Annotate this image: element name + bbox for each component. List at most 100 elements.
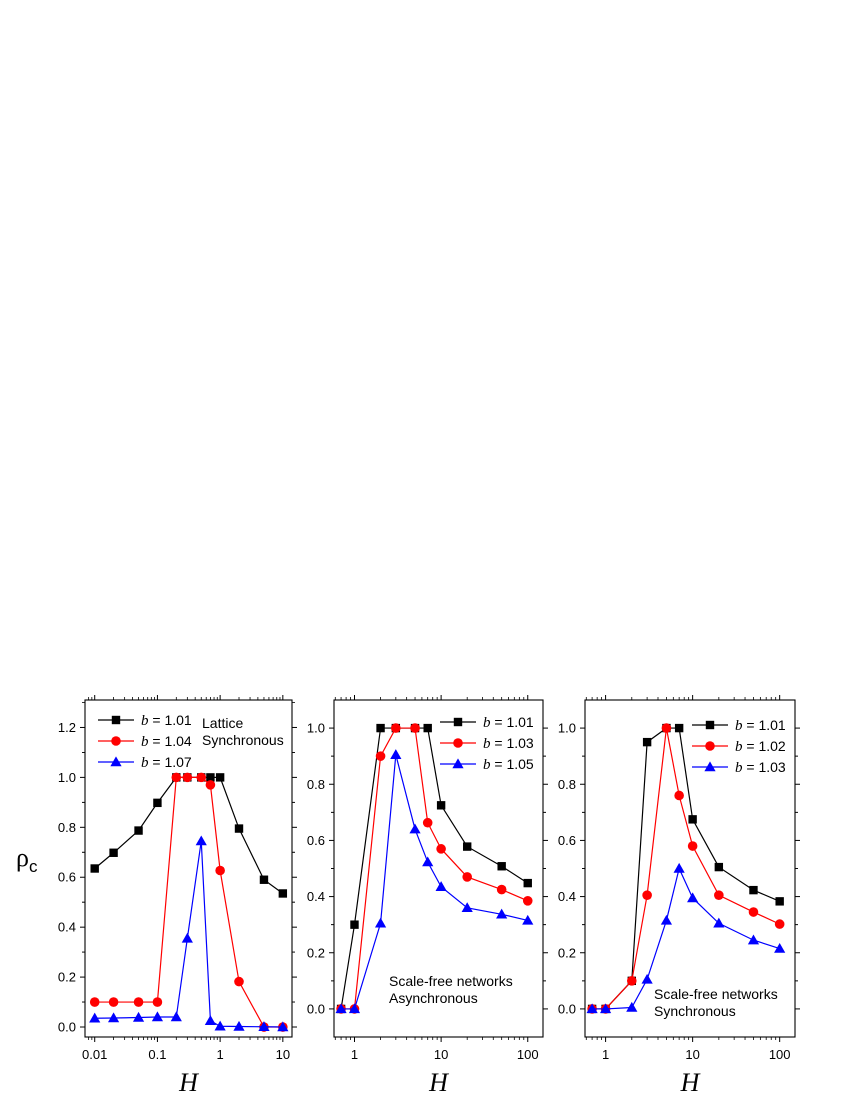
data-point bbox=[108, 997, 119, 1007]
plot-frame bbox=[84, 699, 293, 1038]
y-tick-label: 1.0 bbox=[307, 721, 325, 736]
x-tick-label: 0.01 bbox=[82, 1047, 107, 1062]
legend-label-symbol: b bbox=[483, 715, 491, 731]
data-point bbox=[687, 892, 699, 903]
data-point bbox=[391, 723, 401, 733]
legend-marker bbox=[111, 715, 121, 725]
legend-label-symbol: b bbox=[735, 760, 743, 776]
data-point bbox=[462, 872, 472, 882]
data-point bbox=[206, 773, 215, 782]
data-point bbox=[109, 848, 118, 857]
data-point bbox=[234, 824, 244, 833]
legend-label: b = 1.04 bbox=[141, 733, 192, 750]
data-point bbox=[374, 917, 387, 928]
series-line bbox=[592, 727, 780, 1010]
panel-annotation: Scale-free networks bbox=[654, 986, 778, 1002]
panel-annotation: Lattice bbox=[202, 715, 243, 731]
data-point bbox=[204, 1015, 217, 1025]
legend-marker bbox=[452, 758, 464, 769]
data-point bbox=[390, 749, 402, 759]
data-point bbox=[436, 801, 446, 810]
legend-marker bbox=[453, 717, 463, 727]
x-axis-label: H bbox=[680, 1068, 701, 1097]
y-axis-label-main: ρ bbox=[16, 843, 29, 872]
x-tick-label: 100 bbox=[769, 1047, 791, 1062]
data-point bbox=[134, 826, 143, 835]
series-2 bbox=[89, 772, 288, 1032]
data-point bbox=[523, 878, 532, 888]
data-point bbox=[171, 772, 182, 783]
series-line bbox=[341, 754, 528, 1010]
data-point bbox=[661, 723, 672, 733]
x-axis-label: H bbox=[178, 1068, 199, 1097]
data-point bbox=[233, 1020, 245, 1031]
legend-marker bbox=[705, 741, 715, 751]
x-tick-label: 100 bbox=[517, 1047, 539, 1062]
data-point bbox=[774, 942, 786, 953]
data-point bbox=[107, 1012, 120, 1023]
y-tick-label: 0.0 bbox=[58, 1020, 76, 1035]
y-tick-label: 0.6 bbox=[558, 833, 576, 848]
data-point bbox=[522, 895, 533, 906]
data-point bbox=[748, 907, 759, 917]
data-point bbox=[642, 890, 652, 900]
data-point bbox=[435, 881, 447, 891]
series-1 bbox=[90, 773, 288, 898]
y-tick-label: 0.2 bbox=[307, 945, 325, 960]
data-point bbox=[496, 908, 508, 919]
data-point bbox=[497, 862, 506, 871]
legend-label-symbol: b bbox=[483, 757, 491, 773]
data-point bbox=[660, 914, 673, 925]
data-point bbox=[749, 885, 758, 895]
legend-label-value: = 1.03 bbox=[743, 759, 786, 775]
data-point bbox=[775, 897, 784, 906]
data-point bbox=[436, 844, 446, 854]
data-point bbox=[170, 1011, 182, 1022]
data-point bbox=[234, 976, 244, 987]
data-point bbox=[774, 919, 785, 929]
data-point bbox=[195, 835, 207, 846]
y-tick-label: 0.4 bbox=[307, 889, 325, 904]
data-point bbox=[626, 976, 637, 986]
data-point bbox=[259, 875, 269, 884]
y-axis-label-sub: c bbox=[29, 857, 38, 876]
data-point bbox=[151, 1011, 164, 1022]
data-point bbox=[215, 865, 225, 876]
data-point bbox=[89, 997, 100, 1007]
legend-marker bbox=[705, 720, 715, 730]
legend-marker bbox=[453, 738, 463, 748]
legend-label-value: = 1.02 bbox=[743, 738, 786, 754]
legend-label: b = 1.02 bbox=[735, 738, 786, 755]
y-tick-label: 0.4 bbox=[58, 920, 76, 935]
data-point bbox=[214, 1020, 226, 1031]
y-tick-label: 0.6 bbox=[58, 870, 76, 885]
legend-marker bbox=[704, 761, 716, 772]
data-point bbox=[674, 790, 684, 801]
data-point bbox=[409, 823, 421, 834]
data-point bbox=[182, 772, 193, 783]
data-point bbox=[688, 815, 697, 824]
chart-panel-1: 0.01 0.1 1 10 0.0 0.2 0.4 0.6 0.8 1.0 1.2 Hb = 1.01… bbox=[58, 695, 297, 1097]
data-point bbox=[674, 723, 684, 733]
y-tick-label: 0.6 bbox=[307, 833, 325, 848]
data-point bbox=[747, 934, 760, 945]
legend-marker bbox=[110, 756, 122, 767]
y-tick-label: 0.8 bbox=[58, 820, 76, 835]
legend-label-value: = 1.01 bbox=[491, 714, 534, 730]
series-line bbox=[341, 727, 528, 1010]
data-point bbox=[132, 1011, 145, 1022]
data-point bbox=[522, 914, 534, 925]
legend-label: b = 1.01 bbox=[483, 714, 534, 731]
data-point bbox=[687, 841, 698, 851]
series-3 bbox=[89, 835, 289, 1032]
series-3 bbox=[586, 862, 786, 1014]
y-tick-label: 0.4 bbox=[558, 889, 576, 904]
data-point bbox=[335, 1003, 347, 1014]
data-point bbox=[714, 862, 724, 872]
data-point bbox=[422, 856, 434, 867]
x-tick-label: 1 bbox=[602, 1047, 609, 1062]
data-point bbox=[89, 1012, 101, 1023]
panel-annotation: Scale-free networks bbox=[389, 973, 513, 989]
